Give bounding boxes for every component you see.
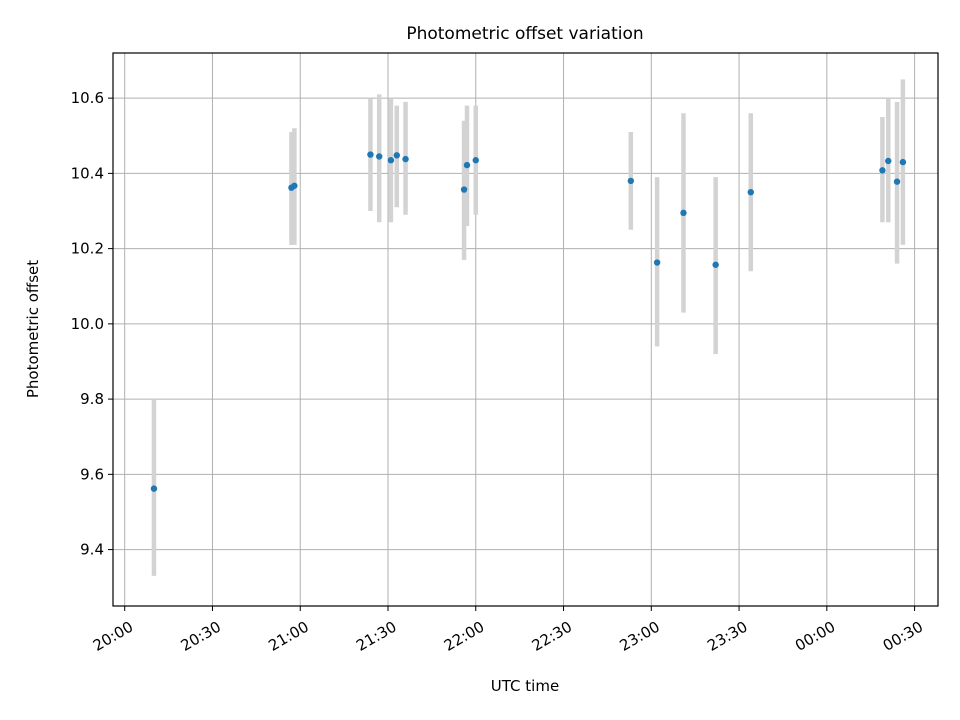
data-point	[387, 157, 395, 164]
data-point	[367, 151, 374, 158]
data-point	[879, 167, 886, 174]
data-point	[653, 259, 661, 266]
data-point	[680, 209, 687, 217]
plot-frame	[112, 52, 939, 607]
data-points	[150, 151, 907, 492]
data-point	[885, 157, 892, 165]
data-point	[460, 186, 468, 193]
y-tick-label: 10.0	[71, 315, 104, 333]
data-point	[402, 155, 409, 163]
y-tick-label: 10.2	[71, 240, 104, 258]
y-tick-label: 9.4	[80, 541, 104, 559]
y-tick-label: 9.6	[80, 465, 104, 483]
data-point	[150, 485, 158, 492]
y-axis-ticks: 9.4 9.6 9.8 10.0 10.2 10.4 10.6	[71, 89, 113, 559]
y-tick-label: 9.8	[80, 390, 104, 408]
grid	[113, 53, 938, 606]
chart-title: Photometric offset variation	[406, 24, 643, 44]
x-axis-label: UTC time	[491, 677, 559, 695]
y-tick-label: 10.6	[71, 89, 104, 107]
data-point	[627, 177, 635, 185]
data-point	[393, 152, 400, 159]
y-tick-label: 10.4	[71, 164, 104, 182]
y-axis-label: Photometric offset	[24, 260, 42, 398]
data-point	[376, 153, 383, 160]
data-point	[712, 261, 719, 268]
data-point	[472, 157, 479, 164]
data-point	[899, 158, 907, 166]
data-point	[893, 178, 901, 185]
data-point	[463, 161, 471, 169]
data-point	[291, 182, 298, 189]
data-point	[747, 188, 754, 196]
